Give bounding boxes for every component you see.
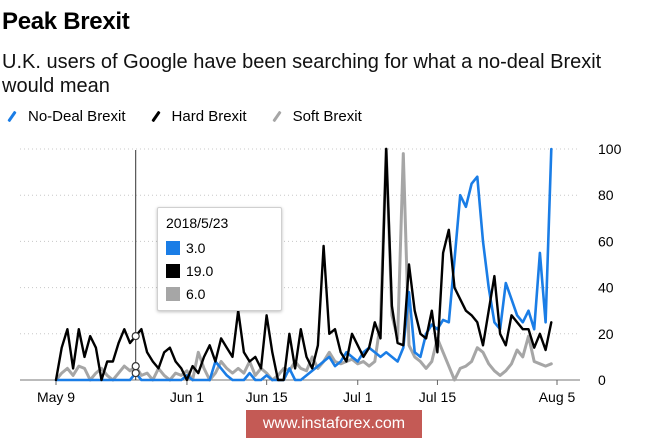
watermark: www.instaforex.com (246, 410, 422, 438)
highlight-point-no-deal (131, 368, 140, 378)
page-subtitle: U.K. users of Google have been searching… (2, 51, 602, 97)
legend-swatch-hard (150, 110, 161, 122)
y-tick-label: 100 (598, 141, 622, 157)
tooltip-value-soft: 6.0 (186, 286, 206, 302)
y-tick-label: 0 (598, 372, 606, 388)
tooltip-row-no-deal: 3.0 (166, 240, 205, 256)
legend-swatch-no-deal (7, 110, 17, 122)
tooltip-value-hard: 19.0 (186, 263, 214, 279)
y-tick-label: 40 (598, 280, 614, 296)
tooltip-swatch-no-deal (166, 241, 180, 255)
highlight-point-soft (131, 362, 140, 371)
series-line-hard (54, 147, 553, 382)
series-line-no-deal (54, 147, 553, 382)
page-title: Peak Brexit (2, 8, 130, 35)
y-tick-label: 60 (598, 233, 614, 249)
legend-item-hard[interactable]: Hard Brexit (146, 108, 247, 125)
x-tick-label: Jul 1 (343, 389, 373, 405)
x-tick-label: May 9 (37, 389, 75, 405)
tooltip-value-no-deal: 3.0 (186, 240, 206, 256)
x-tick-label: Jun 1 (170, 389, 204, 405)
chart-legend: No-Deal Brexit Hard Brexit Soft Brexit (2, 106, 382, 126)
legend-label-no-deal: No-Deal Brexit (28, 107, 126, 125)
y-tick-label: 20 (598, 326, 614, 342)
legend-label-hard: Hard Brexit (171, 107, 247, 125)
legend-item-no-deal[interactable]: No-Deal Brexit (2, 108, 126, 125)
tooltip-date: 2018/5/23 (166, 215, 229, 231)
highlight-point-hard (131, 332, 140, 341)
legend-swatch-soft (271, 110, 282, 122)
y-tick-label: 80 (598, 187, 614, 203)
tooltip-row-soft: 6.0 (166, 286, 205, 302)
tooltip-row-hard: 19.0 (166, 263, 213, 279)
x-tick-label: Jul 15 (419, 389, 457, 405)
tooltip-swatch-soft (166, 287, 180, 301)
legend-item-soft[interactable]: Soft Brexit (267, 108, 362, 125)
legend-label-soft: Soft Brexit (292, 107, 362, 125)
x-tick-label: Jun 15 (246, 389, 288, 405)
x-tick-label: Aug 5 (539, 389, 576, 405)
tooltip-swatch-hard (166, 264, 180, 278)
hover-tooltip: 2018/5/23 3.0 19.0 6.0 (157, 207, 282, 311)
